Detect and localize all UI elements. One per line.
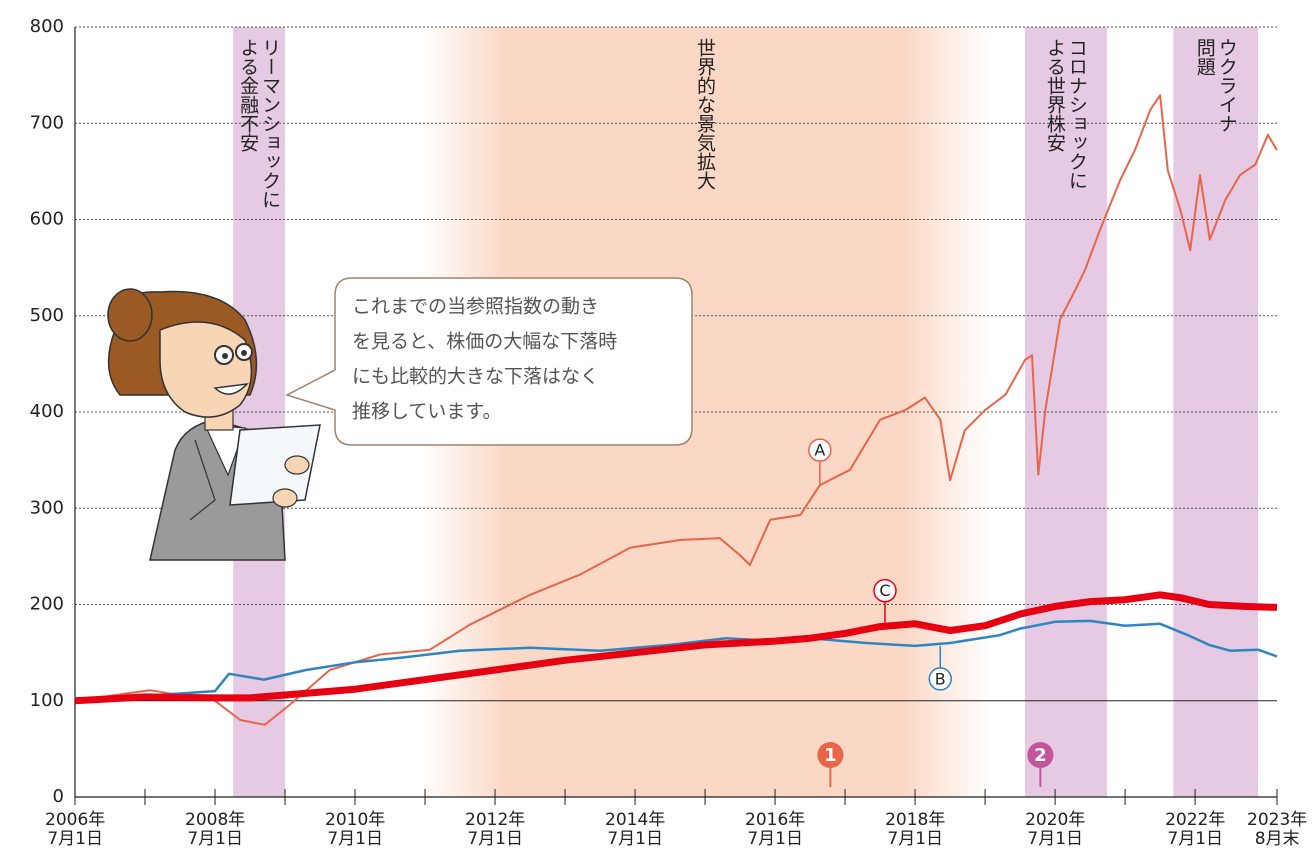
annotation-label: B <box>935 669 946 688</box>
page: 0 100 200 300 400 500 600 700 800 A C B 1 2 これまでの当参照… <box>0 0 1313 863</box>
bubble-line: 推移しています。 <box>352 401 502 423</box>
character <box>108 289 320 560</box>
event-label: 1 <box>824 745 837 766</box>
chart: 0 100 200 300 400 500 600 700 800 A C B 1 2 これまでの当参照… <box>0 0 1313 863</box>
event-label: 2 <box>1034 745 1047 766</box>
y-tick-label: 500 <box>30 305 64 326</box>
y-tick-label: 300 <box>30 497 64 518</box>
annotation-label: C <box>879 581 890 600</box>
x-tick-label: 2008年 7月1日 <box>185 811 245 849</box>
x-tick-label: 2016年 7月1日 <box>745 811 805 849</box>
x-tick-label: 2010年 7月1日 <box>325 811 385 849</box>
x-tick-label: 2018年 7月1日 <box>885 811 945 849</box>
band-label: ウクライナ 問題 <box>1194 38 1238 133</box>
y-tick-label: 700 <box>30 112 64 133</box>
bubble-line: を見ると、株価の大幅な下落時 <box>352 331 617 353</box>
bubble-line: これまでの当参照指数の動き <box>352 296 599 318</box>
x-tick-label: 2023年 8月末 <box>1247 811 1307 849</box>
x-tick-label: 2006年 7月1日 <box>45 811 105 849</box>
y-tick-label: 0 <box>53 786 64 807</box>
band-label: リーマンショックに よる金融不安 <box>237 38 281 209</box>
x-tick-label: 2022年 7月1日 <box>1165 811 1225 849</box>
y-tick-label: 600 <box>30 209 64 230</box>
y-tick-label: 400 <box>30 401 64 422</box>
y-tick-label: 800 <box>30 16 64 37</box>
band-label: コロナショックに よる世界株安 <box>1044 38 1088 190</box>
x-tick-label: 2012年 7月1日 <box>465 811 525 849</box>
x-tick-label: 2020年 7月1日 <box>1025 811 1085 849</box>
annotation-label: A <box>814 441 825 460</box>
y-tick-label: 100 <box>30 690 64 711</box>
bubble-line: にも比較的大きな下落はなく <box>352 366 599 388</box>
x-tick-label: 2014年 7月1日 <box>605 811 665 849</box>
band-label: 世界的な景気拡大 <box>694 38 716 190</box>
y-tick-label: 200 <box>30 594 64 615</box>
